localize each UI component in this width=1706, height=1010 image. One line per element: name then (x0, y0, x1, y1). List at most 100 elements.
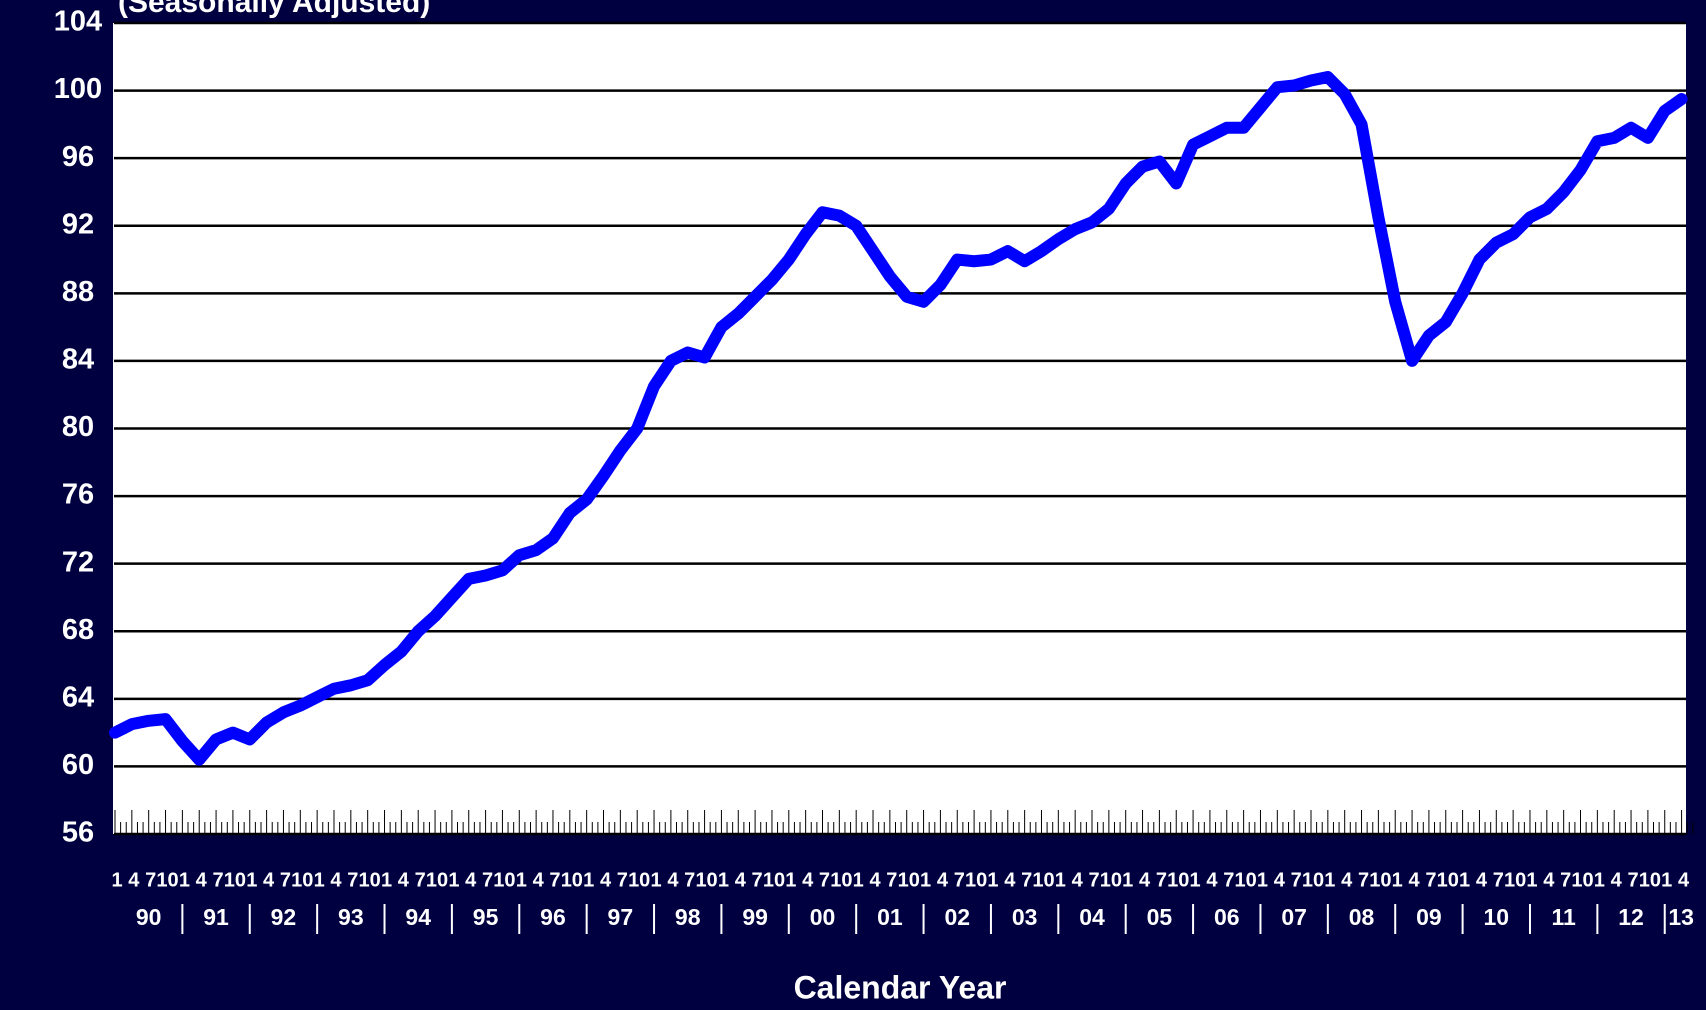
x-tick-label: 1 (583, 869, 594, 891)
y-tick-label: 92 (62, 208, 94, 240)
x-tick-label: 1 (448, 869, 459, 891)
x-tick-label: 7 (1493, 869, 1504, 891)
x-tick-label: 1 (1122, 869, 1133, 891)
x-tick-label: 4 (1678, 869, 1690, 891)
y-tick-label: 84 (62, 344, 94, 376)
year-label: 01 (877, 904, 903, 930)
x-tick-label: 4 (802, 869, 814, 891)
year-label: 91 (203, 904, 229, 930)
x-tick-label: 1 (1392, 869, 1403, 891)
x-tick-label: 10 (628, 869, 650, 891)
x-tick-label: 7 (1358, 869, 1369, 891)
x-tick-label: 1 (853, 869, 864, 891)
x-tick-label: 10 (1571, 869, 1593, 891)
x-tick-label: 4 (1341, 869, 1353, 891)
x-tick-label: 7 (1560, 869, 1571, 891)
x-tick-label: 7 (1088, 869, 1099, 891)
year-label: 07 (1281, 904, 1307, 930)
x-tick-label: 10 (426, 869, 448, 891)
y-tick-label: 80 (62, 411, 94, 443)
x-tick-label: 1 (179, 869, 190, 891)
x-tick-label: 7 (819, 869, 830, 891)
x-tick-label: 4 (533, 869, 545, 891)
x-tick-label: 7 (1223, 869, 1234, 891)
x-tick-label: 7 (752, 869, 763, 891)
x-tick-label: 10 (1167, 869, 1189, 891)
x-tick-label: 1 (920, 869, 931, 891)
x-tick-label: 10 (898, 869, 920, 891)
year-label: 94 (405, 904, 431, 930)
x-tick-label: 1 (1257, 869, 1268, 891)
x-tick-label: 1 (1661, 869, 1672, 891)
x-tick-label: 1 (246, 869, 257, 891)
y-tick-label: 100 (54, 73, 102, 105)
x-tick-label: 1 (785, 869, 796, 891)
x-tick-label: 4 (937, 869, 949, 891)
year-label: 99 (742, 904, 768, 930)
x-tick-label: 4 (330, 869, 342, 891)
year-label: 98 (675, 904, 701, 930)
y-tick-label: 56 (62, 817, 94, 849)
x-tick-label: 10 (1032, 869, 1054, 891)
x-tick-label: 4 (1543, 869, 1555, 891)
x-tick-label: 10 (493, 869, 515, 891)
x-tick-label: 7 (1021, 869, 1032, 891)
x-tick-label: 7 (617, 869, 628, 891)
x-tick-label: 7 (280, 869, 291, 891)
year-label: 96 (540, 904, 566, 930)
x-tick-label: 7 (684, 869, 695, 891)
x-tick-label: 1 (1055, 869, 1066, 891)
x-tick-label: 10 (291, 869, 313, 891)
x-tick-label: 4 (1274, 869, 1286, 891)
x-tick-label: 4 (1139, 869, 1151, 891)
x-tick-label: 1 (381, 869, 392, 891)
year-label: 06 (1214, 904, 1240, 930)
x-tick-label: 4 (667, 869, 679, 891)
year-label: 12 (1618, 904, 1644, 930)
x-tick-label: 10 (224, 869, 246, 891)
x-tick-label: 1 (314, 869, 325, 891)
x-tick-label: 7 (415, 869, 426, 891)
x-tick-label: 4 (1409, 869, 1421, 891)
x-tick-label: 10 (763, 869, 785, 891)
x-tick-label: 7 (1425, 869, 1436, 891)
x-tick-label: 7 (145, 869, 156, 891)
y-tick-label: 64 (62, 681, 94, 713)
x-tick-label: 1 (718, 869, 729, 891)
year-label: 02 (944, 904, 970, 930)
year-label: 03 (1012, 904, 1038, 930)
x-tick-label: 4 (398, 869, 410, 891)
x-tick-label: 1 (650, 869, 661, 891)
year-label: 97 (608, 904, 634, 930)
x-tick-label: 10 (1504, 869, 1526, 891)
year-label: 09 (1416, 904, 1442, 930)
y-tick-label: 76 (62, 479, 94, 511)
x-tick-label: 10 (561, 869, 583, 891)
y-tick-label: 88 (62, 276, 94, 308)
x-tick-label: 1 (1324, 869, 1335, 891)
year-label: 93 (338, 904, 364, 930)
x-axis-title: Calendar Year (794, 969, 1007, 1005)
x-tick-label: 7 (886, 869, 897, 891)
x-tick-label: 1 (1190, 869, 1201, 891)
x-tick-label: 7 (347, 869, 358, 891)
x-tick-label: 10 (965, 869, 987, 891)
x-tick-label: 4 (196, 869, 208, 891)
y-tick-label: 72 (62, 546, 94, 578)
year-label: 11 (1552, 904, 1577, 930)
x-tick-label: 7 (213, 869, 224, 891)
x-tick-label: 7 (1291, 869, 1302, 891)
x-tick-label: 7 (1627, 869, 1638, 891)
y-tick-label: 68 (62, 614, 94, 646)
year-label: 08 (1349, 904, 1375, 930)
year-label: 04 (1079, 904, 1105, 930)
year-label: 13 (1668, 904, 1694, 930)
x-tick-label: 4 (1476, 869, 1488, 891)
x-tick-label: 4 (263, 869, 275, 891)
year-label: 90 (136, 904, 162, 930)
x-tick-label: 1 (111, 869, 122, 891)
x-tick-label: 4 (1611, 869, 1623, 891)
x-tick-label: 7 (1156, 869, 1167, 891)
x-tick-label: 1 (1594, 869, 1605, 891)
